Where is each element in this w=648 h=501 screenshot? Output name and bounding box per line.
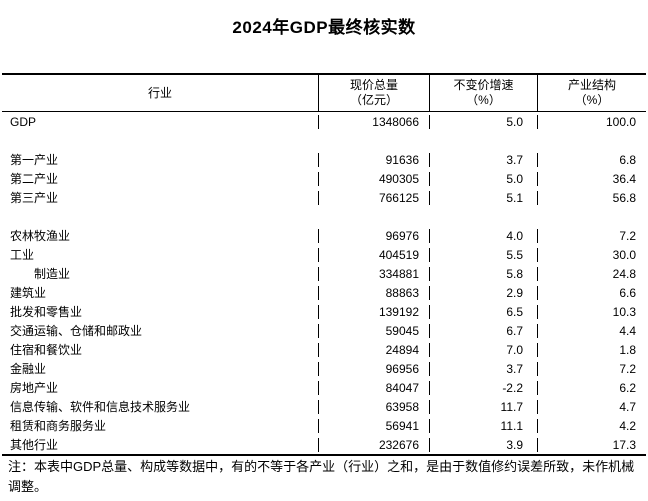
table-header-row: 行业 现价总量 （亿元） 不变价增速 （%） 产业结构 （%） [2,75,646,112]
growth-rate-cell: 5.5 [429,247,537,262]
page-title: 2024年GDP最终核实数 [232,18,416,37]
spacer-row [2,207,646,226]
column-header-growth-rate: 不变价增速 （%） [429,75,537,111]
table-row: 信息传输、软件和信息技术服务业 63958 11.7 4.7 [2,397,646,416]
current-price-cell: 96956 [318,361,429,376]
table-row: 交通运输、仓储和邮政业 59045 6.7 4.4 [2,321,646,340]
industry-cell: 房地产业 [10,381,59,395]
industry-cell: 建筑业 [10,286,47,300]
industry-cell: 制造业 [34,267,71,281]
growth-rate-cell: 3.7 [429,361,537,376]
current-price-cell: 232676 [318,437,429,452]
growth-rate-cell: 11.1 [429,418,537,433]
column-header-growth-rate-line2: （%） [466,93,501,107]
current-price-cell: 96976 [318,228,429,243]
structure-cell: 100.0 [537,114,646,129]
current-price-cell: 56941 [318,418,429,433]
table-row: GDP 1348066 5.0 100.0 [2,112,646,131]
gdp-table: 行业 现价总量 （亿元） 不变价增速 （%） 产业结构 （%） GDP 13480… [2,73,646,456]
industry-cell: 金融业 [10,362,47,376]
growth-rate-cell: 4.0 [429,228,537,243]
table-row: 第一产业 91636 3.7 6.8 [2,150,646,169]
current-price-cell: 404519 [318,247,429,262]
current-price-cell: 84047 [318,380,429,395]
table-row: 批发和零售业 139192 6.5 10.3 [2,302,646,321]
column-header-structure-line2: （%） [574,93,610,107]
industry-cell: 租赁和商务服务业 [10,419,107,433]
growth-rate-cell: 6.7 [429,323,537,338]
industry-cell: 交通运输、仓储和邮政业 [10,324,143,338]
structure-cell: 30.0 [537,247,646,262]
growth-rate-cell: 3.9 [429,437,537,452]
growth-rate-cell: 5.1 [429,190,537,205]
industry-cell: 住宿和餐饮业 [10,343,83,357]
table-body: GDP 1348066 5.0 100.0 第一产业 91636 3.7 6.8 第二产业 490… [2,112,646,454]
table-row: 工业 404519 5.5 30.0 [2,245,646,264]
growth-rate-cell: 6.5 [429,304,537,319]
growth-rate-cell: 5.8 [429,266,537,281]
current-price-cell: 139192 [318,304,429,319]
structure-cell: 24.8 [537,266,646,281]
industry-cell: 批发和零售业 [10,305,83,319]
growth-rate-cell: 11.7 [429,399,537,414]
industry-cell: 工业 [10,248,35,262]
industry-cell: 其他行业 [10,438,59,452]
current-price-cell: 334881 [318,266,429,281]
table-row: 房地产业 84047 -2.2 6.2 [2,378,646,397]
structure-cell: 4.4 [537,323,646,338]
current-price-cell: 766125 [318,190,429,205]
structure-cell: 7.2 [537,361,646,376]
growth-rate-cell: 2.9 [429,285,537,300]
structure-cell: 4.2 [537,418,646,433]
current-price-cell: 24894 [318,342,429,357]
current-price-cell: 91636 [318,152,429,167]
table-row: 建筑业 88863 2.9 6.6 [2,283,646,302]
growth-rate-cell: -2.2 [429,380,537,395]
column-header-current-price-line2: （亿元） [349,93,398,107]
current-price-cell: 59045 [318,323,429,338]
table-row: 制造业 334881 5.8 24.8 [2,264,646,283]
current-price-cell: 63958 [318,399,429,414]
current-price-cell: 490305 [318,171,429,186]
column-header-current-price-line1: 现价总量 [349,78,398,92]
column-header-industry-label: 行业 [147,85,172,100]
industry-cell: 农林牧渔业 [10,229,71,243]
footnote: 注：本表中GDP总量、构成等数据中，有的不等于各产业（行业）之和，是由于数值修约… [8,459,635,494]
structure-cell: 56.8 [537,190,646,205]
growth-rate-cell: 7.0 [429,342,537,357]
industry-cell: 第三产业 [10,191,59,205]
industry-cell: 信息传输、软件和信息技术服务业 [10,400,191,414]
structure-cell: 4.7 [537,399,646,414]
column-header-current-price: 现价总量 （亿元） [318,75,429,111]
structure-cell: 6.8 [537,152,646,167]
table-row: 租赁和商务服务业 56941 11.1 4.2 [2,416,646,435]
table-row: 第三产业 766125 5.1 56.8 [2,188,646,207]
column-header-growth-rate-line1: 不变价增速 [453,78,514,92]
table-row: 第二产业 490305 5.0 36.4 [2,169,646,188]
spacer-row [2,131,646,150]
structure-cell: 6.2 [537,380,646,395]
structure-cell: 1.8 [537,342,646,357]
table-row: 住宿和餐饮业 24894 7.0 1.8 [2,340,646,359]
growth-rate-cell: 3.7 [429,152,537,167]
table-row: 金融业 96956 3.7 7.2 [2,359,646,378]
structure-cell: 7.2 [537,228,646,243]
structure-cell: 6.6 [537,285,646,300]
structure-cell: 36.4 [537,171,646,186]
growth-rate-cell: 5.0 [429,171,537,186]
table-row: 其他行业 232676 3.9 17.3 [2,435,646,454]
growth-rate-cell: 5.0 [429,114,537,129]
industry-cell: GDP [10,114,37,129]
column-header-structure: 产业结构 （%） [537,75,646,111]
column-header-structure-line1: 产业结构 [567,78,616,92]
structure-cell: 17.3 [537,437,646,452]
industry-cell: 第一产业 [10,153,59,167]
current-price-cell: 88863 [318,285,429,300]
column-header-industry: 行业 [2,75,318,111]
table-row: 农林牧渔业 96976 4.0 7.2 [2,226,646,245]
industry-cell: 第二产业 [10,172,59,186]
structure-cell: 10.3 [537,304,646,319]
current-price-cell: 1348066 [318,114,429,129]
